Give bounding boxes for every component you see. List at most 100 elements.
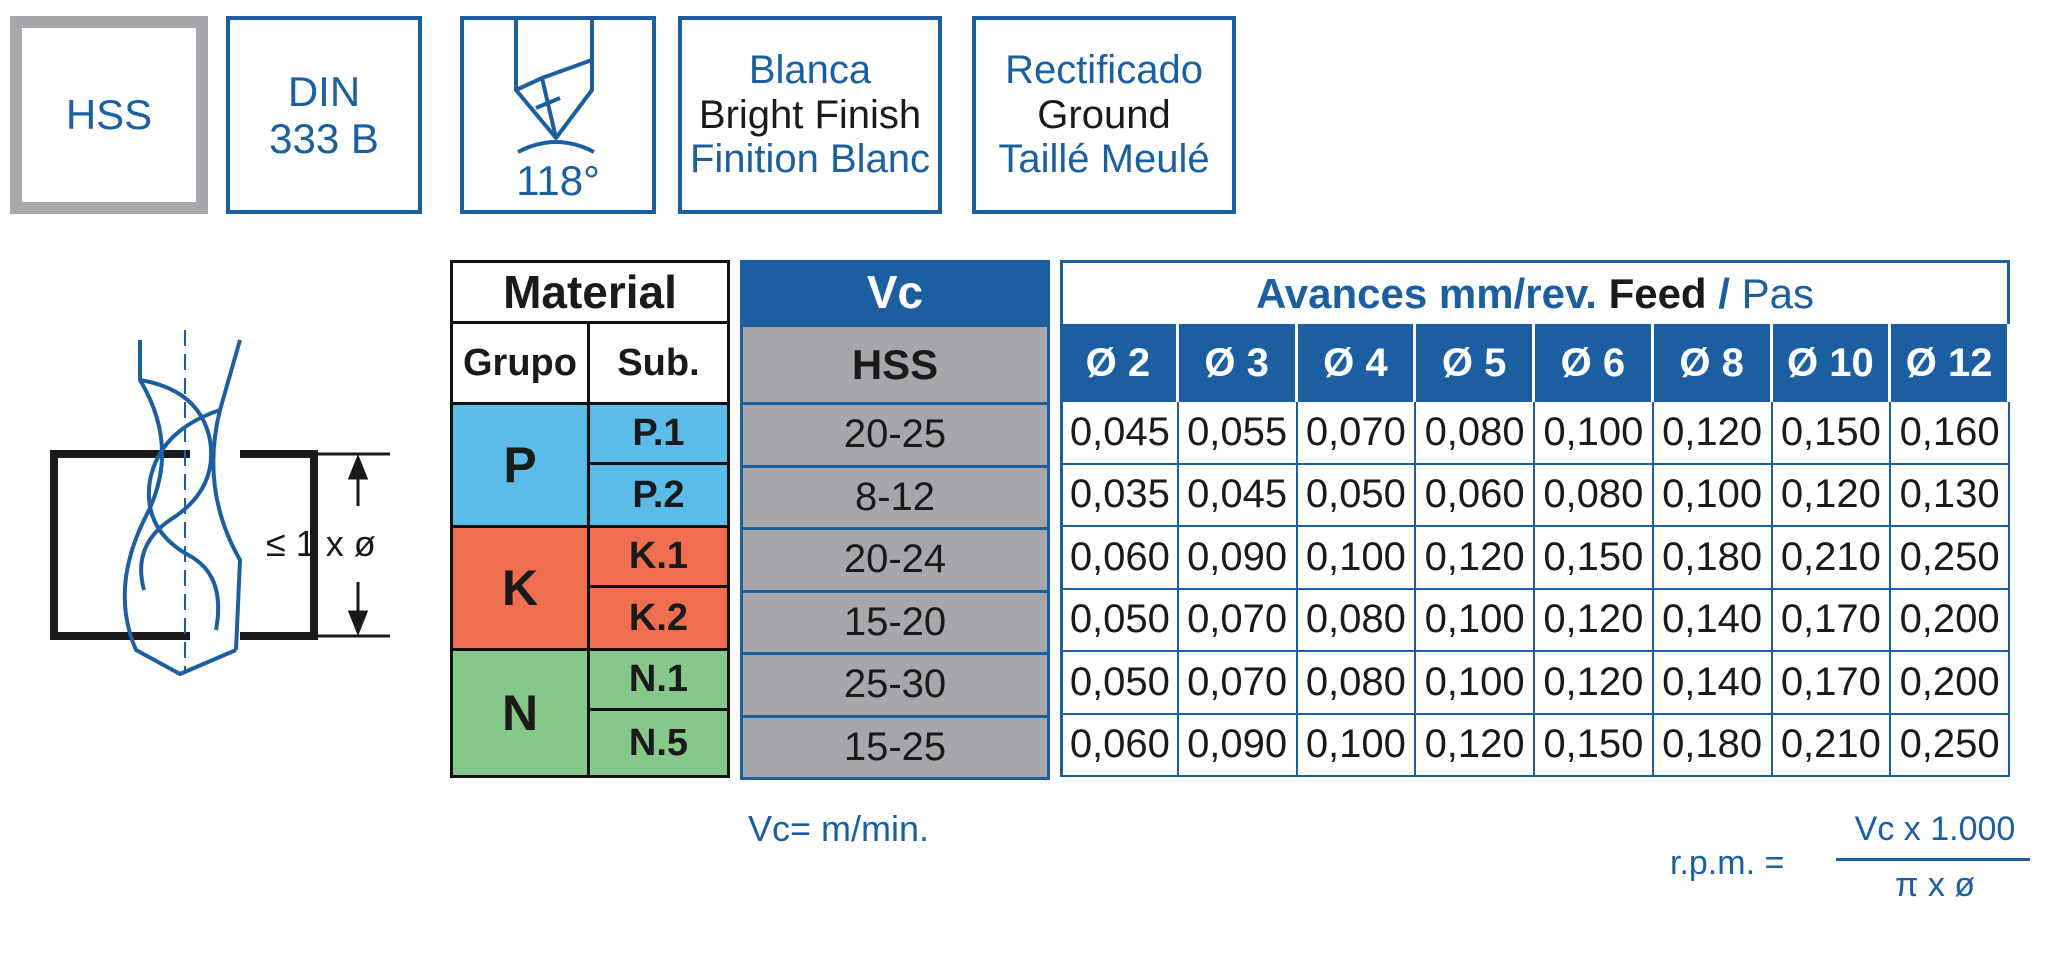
vc-header: Vc — [740, 260, 1050, 324]
feed-value: 0,100 — [1297, 527, 1417, 590]
feed-value: 0,060 — [1416, 464, 1535, 527]
feed-value: 0,140 — [1653, 589, 1773, 652]
sub-p2: P.2 — [587, 462, 730, 528]
finish-badge: Blanca Bright Finish Finition Blanc — [678, 16, 942, 214]
feed-value: 0,045 — [1060, 402, 1179, 465]
finish-en: Bright Finish — [698, 92, 922, 137]
feed-value: 0,180 — [1653, 527, 1773, 590]
sub-n5: N.5 — [587, 708, 730, 778]
feed-value: 0,035 — [1060, 464, 1179, 527]
din-badge-line1: DIN — [287, 67, 361, 115]
feed-value: 0,210 — [1772, 714, 1892, 777]
din-badge-line2: 333 B — [269, 115, 379, 162]
feed-value: 0,050 — [1060, 652, 1179, 715]
feed-value: 0,170 — [1772, 589, 1892, 652]
diameter-header: Ø 2 — [1060, 324, 1176, 402]
grupo-header: Grupo — [450, 321, 590, 405]
point-angle-label: 118° — [516, 156, 600, 204]
feed-value: 0,100 — [1297, 714, 1417, 777]
finish-fr: Finition Blanc — [689, 137, 931, 182]
feed-title-sep: / — [1718, 269, 1730, 317]
diameter-header: Ø 6 — [1535, 324, 1651, 402]
workpiece-outline — [50, 450, 190, 640]
feed-value: 0,080 — [1416, 402, 1535, 465]
vc-subheader: HSS — [740, 324, 1050, 405]
feed-value: 0,100 — [1416, 589, 1535, 652]
feed-value: 0,120 — [1772, 464, 1892, 527]
feed-value: 0,080 — [1535, 464, 1654, 527]
point-angle-badge: 118° — [460, 16, 656, 214]
group-k: K — [450, 525, 590, 651]
feed-value: 0,070 — [1178, 589, 1298, 652]
feed-title-en: Feed — [1608, 269, 1707, 317]
group-p: P — [450, 402, 590, 528]
feed-value: 0,055 — [1178, 402, 1298, 465]
feed-value: 0,120 — [1653, 402, 1773, 465]
feed-value: 0,120 — [1535, 589, 1654, 652]
feed-value: 0,100 — [1535, 402, 1654, 465]
feed-value: 0,170 — [1772, 652, 1892, 715]
feed-title-fr: Pas — [1741, 269, 1814, 317]
sub-k2: K.2 — [587, 585, 730, 651]
vc-value: 20-25 — [740, 402, 1050, 468]
feed-value: 0,045 — [1178, 464, 1298, 527]
feed-value: 0,120 — [1416, 714, 1535, 777]
vc-unit-note: Vc= m/min. — [748, 808, 930, 849]
feed-value: 0,090 — [1178, 527, 1298, 590]
vc-value: 20-24 — [740, 527, 1050, 593]
material-badge-label: HSS — [65, 91, 153, 139]
sub-k1: K.1 — [587, 525, 730, 588]
feed-value: 0,210 — [1772, 527, 1892, 590]
feed-value: 0,150 — [1535, 714, 1654, 777]
depth-label: ≤ 1 x ø — [266, 523, 376, 564]
feed-value: 0,050 — [1297, 464, 1417, 527]
material-table: Material Grupo Sub. P P.1 P.2 K K.1 K.2 … — [450, 260, 730, 780]
rpm-fraction-bar — [1836, 858, 2030, 861]
vc-value: 8-12 — [740, 464, 1050, 530]
feed-value: 0,100 — [1653, 464, 1773, 527]
feed-value: 0,200 — [1891, 589, 2010, 652]
feed-value: 0,060 — [1060, 527, 1179, 590]
drill-point-icon — [514, 20, 595, 154]
diameter-header: Ø 5 — [1416, 324, 1532, 402]
feed-value: 0,160 — [1891, 402, 2010, 465]
vc-value: 15-25 — [740, 714, 1050, 780]
rpm-formula: r.p.m. = Vc x 1.000 π x ø — [1670, 810, 2030, 920]
feed-value: 0,180 — [1653, 714, 1773, 777]
material-badge: HSS — [10, 16, 208, 214]
ground-en: Ground — [1037, 92, 1171, 137]
ground-es: Rectificado — [1005, 47, 1203, 92]
rpm-denominator: π x ø — [1894, 866, 1976, 904]
diameter-header: Ø 10 — [1772, 324, 1889, 402]
vc-value: 15-20 — [740, 589, 1050, 655]
feed-value: 0,080 — [1297, 589, 1417, 652]
feed-title-es: Avances mm/rev. — [1256, 269, 1597, 317]
sub-p1: P.1 — [587, 402, 730, 465]
ground-fr: Taillé Meulé — [998, 137, 1210, 182]
din-badge: DIN 333 B — [226, 16, 422, 214]
feed-value: 0,130 — [1891, 464, 2010, 527]
rpm-lhs: r.p.m. = — [1670, 844, 1785, 882]
diameter-header: Ø 4 — [1297, 324, 1414, 402]
drilling-depth-diagram: ≤ 1 x ø — [50, 330, 390, 676]
material-header: Material — [450, 260, 730, 324]
finish-es: Blanca — [748, 47, 872, 92]
ground-badge: Rectificado Ground Taillé Meulé — [972, 16, 1236, 214]
diameter-header: Ø 8 — [1653, 324, 1770, 402]
feed-value: 0,050 — [1060, 589, 1179, 652]
diameter-header: Ø 3 — [1178, 324, 1295, 402]
cutting-speed-table: Vc HSS 20-25 8-12 20-24 15-20 25-30 15-25 — [740, 260, 1050, 780]
feed-value: 0,120 — [1416, 527, 1535, 590]
feed-value: 0,070 — [1178, 652, 1298, 715]
feed-header: Avances mm/rev. Feed / Pas — [1060, 260, 2010, 324]
group-n: N — [450, 648, 590, 778]
feed-value: 0,120 — [1535, 652, 1654, 715]
feed-value: 0,250 — [1891, 527, 2010, 590]
sub-header: Sub. — [587, 321, 730, 405]
feed-value: 0,250 — [1891, 714, 2010, 777]
diameter-header: Ø 12 — [1891, 324, 2007, 402]
feed-value: 0,080 — [1297, 652, 1417, 715]
feed-value: 0,140 — [1653, 652, 1773, 715]
rpm-numerator: Vc x 1.000 — [1854, 810, 2016, 848]
feed-value: 0,150 — [1772, 402, 1892, 465]
